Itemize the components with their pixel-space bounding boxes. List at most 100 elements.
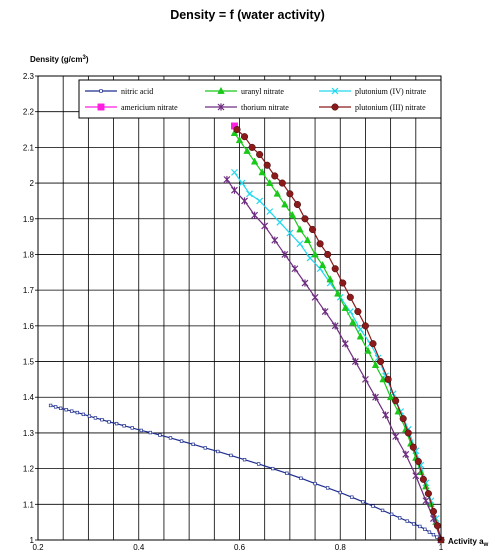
data-point (341, 303, 350, 311)
tick-labels: 1 1.1 1.2 1.3 1.4 1.5 1.6 1.7 1.8 1.9 2 2.1 2.2 2.3 0.… (23, 72, 444, 552)
data-point-stroke (231, 168, 238, 176)
data-point (148, 430, 153, 435)
data-point (404, 429, 412, 437)
data-point (231, 186, 238, 194)
data-point (266, 178, 274, 186)
data-point (97, 103, 105, 111)
data-point (64, 408, 68, 412)
series-line (226, 179, 442, 541)
data-point (107, 420, 111, 424)
data-point (354, 308, 362, 316)
y-tick-label: 1.8 (23, 250, 35, 259)
data-point (424, 490, 432, 498)
plot-border (37, 75, 442, 541)
data-point-stroke (238, 179, 246, 187)
y-tick-label: 1.4 (23, 393, 35, 402)
legend-label: americium nitrate (121, 103, 178, 112)
data-point (362, 375, 369, 383)
data-point (431, 532, 436, 537)
data-point (382, 411, 390, 419)
legend-label: uranyl nitrate (241, 87, 284, 96)
data-point (276, 218, 284, 226)
data-point (223, 175, 231, 184)
data-point (364, 346, 372, 354)
data-point (361, 322, 369, 330)
data-point (311, 250, 319, 258)
data-point (399, 415, 407, 423)
data-point (334, 289, 342, 297)
data-point (405, 519, 409, 523)
data-point (291, 265, 299, 273)
data-point (271, 236, 279, 244)
data-point (256, 462, 261, 466)
data-point (261, 222, 269, 230)
data-point (81, 412, 86, 417)
data-point (414, 457, 422, 466)
data-point (318, 261, 327, 269)
data-point-stroke (296, 240, 304, 248)
data-point (311, 293, 319, 301)
data-point-stroke (266, 208, 274, 216)
data-point (266, 208, 274, 216)
data-point (179, 439, 184, 443)
data-point (99, 89, 103, 93)
data-point (286, 190, 294, 198)
legend: nitric acid uranyl nitrate plutonium (IV) … (78, 79, 442, 119)
series-plutonium-iv-nitrate (231, 168, 445, 544)
data-point (241, 197, 248, 205)
data-point (296, 240, 304, 248)
data-point (303, 236, 312, 244)
data-point (130, 426, 134, 430)
data-point (301, 215, 309, 223)
data-point (349, 318, 357, 326)
data-point (389, 512, 394, 516)
data-point (246, 190, 253, 198)
series-group (48, 122, 445, 544)
data-point (369, 340, 377, 348)
data-point (324, 250, 332, 259)
data-point (93, 416, 98, 420)
data-point (341, 340, 349, 348)
data-point (168, 436, 173, 440)
grid (38, 76, 441, 540)
data-point (316, 240, 324, 248)
chart-title: Density = f (water activity) (170, 8, 325, 22)
data-point (371, 504, 375, 508)
data-point (285, 471, 289, 475)
data-point (233, 125, 241, 134)
y-tick-label: 1.1 (23, 500, 35, 509)
data-point (238, 179, 246, 187)
series-line (233, 132, 442, 541)
x-tick-label: 0.4 (133, 543, 145, 552)
y-tick-label: 1.7 (23, 286, 35, 295)
data-point (242, 458, 247, 462)
data-point (313, 481, 317, 486)
legend-item: plutonium (IV) nitrate (319, 87, 427, 96)
data-point (217, 103, 225, 111)
data-point (122, 424, 126, 428)
data-point (429, 507, 437, 515)
data-point (409, 443, 417, 451)
data-point (53, 405, 58, 409)
y-tick-label: 2.2 (23, 108, 35, 117)
data-point (48, 403, 53, 408)
x-tick-label: 1 (439, 543, 444, 552)
legend-item: uranyl nitrate (205, 86, 284, 96)
data-point (325, 486, 330, 490)
data-point (87, 414, 92, 418)
data-point (377, 357, 385, 366)
x-tick-label: 0.8 (335, 543, 347, 552)
data-point (286, 229, 294, 237)
data-point (191, 442, 195, 447)
data-point (100, 418, 104, 422)
data-point (402, 450, 410, 458)
legend-label: plutonium (IV) nitrate (355, 87, 427, 96)
data-point (70, 409, 74, 413)
data-point-stroke (246, 190, 253, 198)
x-axis-title: Activity aw (448, 537, 489, 548)
data-point (350, 495, 354, 499)
data-point (299, 476, 303, 480)
legend-label: plutonium (III) nitrate (355, 103, 426, 112)
data-point-stroke (374, 354, 382, 362)
data-point (398, 516, 402, 520)
